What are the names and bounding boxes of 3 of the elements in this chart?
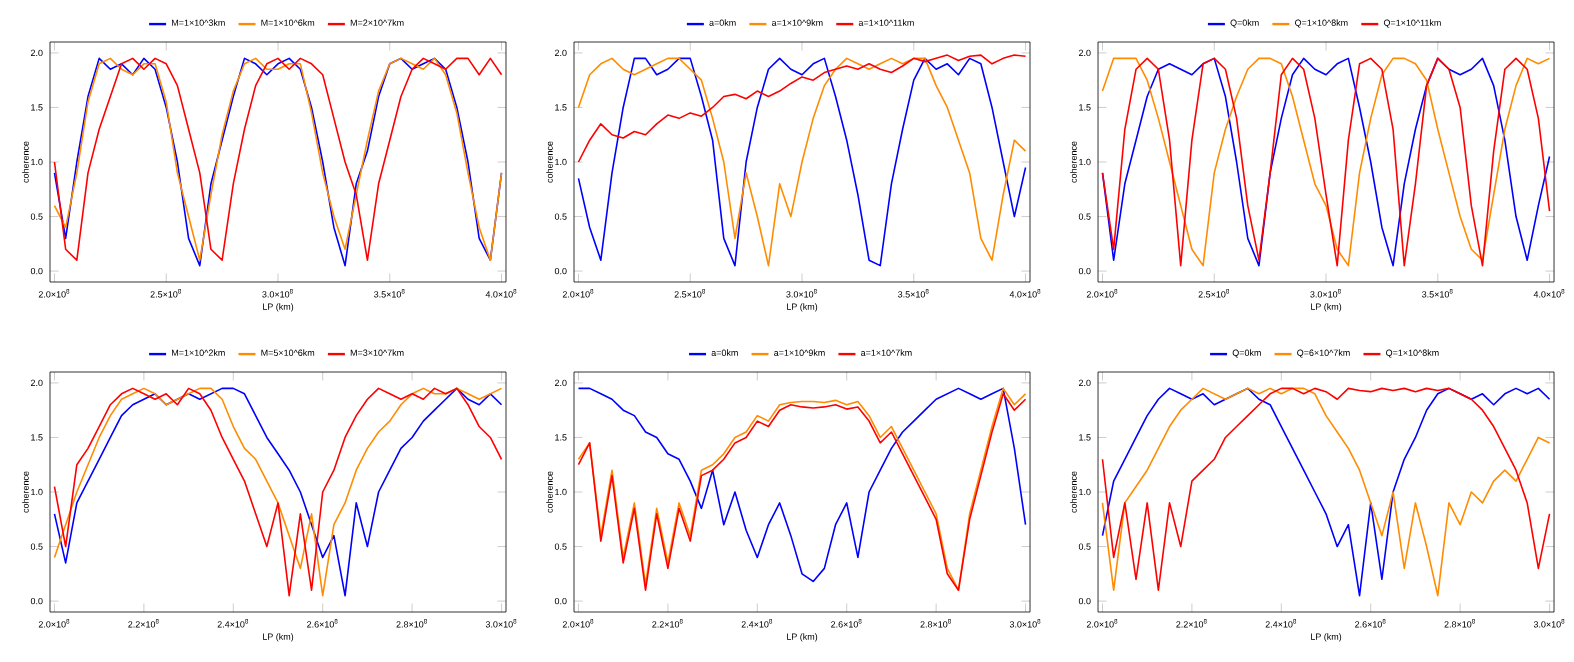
line-series (577, 54, 1027, 163)
line-series (577, 57, 1027, 267)
line-series (1101, 57, 1551, 267)
